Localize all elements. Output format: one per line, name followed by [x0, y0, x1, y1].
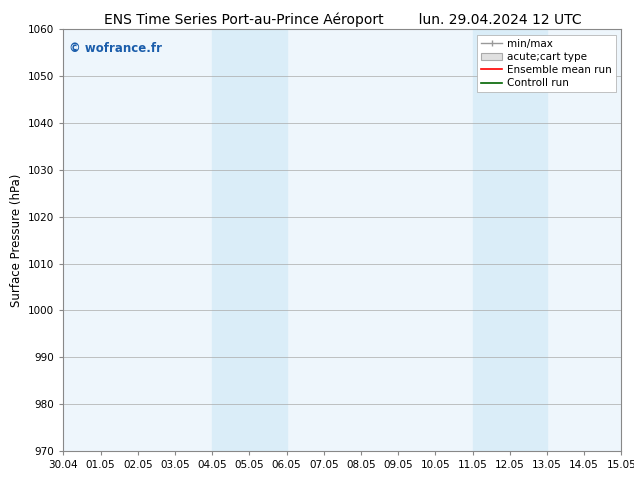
Title: ENS Time Series Port-au-Prince Aéroport        lun. 29.04.2024 12 UTC: ENS Time Series Port-au-Prince Aéroport …	[103, 12, 581, 27]
Bar	[472, 29, 547, 451]
Y-axis label: Surface Pressure (hPa): Surface Pressure (hPa)	[10, 173, 23, 307]
Text: © wofrance.fr: © wofrance.fr	[69, 42, 162, 55]
Legend: min/max, acute;cart type, Ensemble mean run, Controll run: min/max, acute;cart type, Ensemble mean …	[477, 35, 616, 92]
Bar	[212, 29, 287, 451]
